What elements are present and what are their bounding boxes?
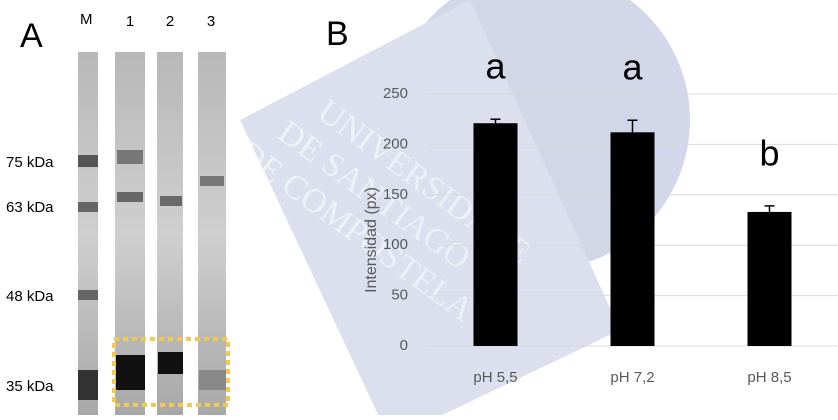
x-tick-label: pH 7,2 [610,369,654,386]
marker-label: 35 kDa [6,378,54,395]
band [78,155,98,167]
panel-label: A [20,17,43,55]
y-tick-label: 50 [391,287,408,304]
band [78,290,98,300]
band [199,370,226,390]
marker-label: 75 kDa [6,154,54,171]
band [200,176,224,186]
lane [115,52,145,415]
band [78,202,98,212]
marker-label: 48 kDa [6,288,54,305]
band [116,355,145,390]
band [160,196,182,206]
highlight-box [112,337,230,407]
y-tick-label: 250 [383,85,408,102]
lane-label: M [80,11,93,28]
band [117,192,143,202]
bar [473,123,518,347]
marker-label: 63 kDa [6,199,54,216]
y-tick-label: 100 [383,236,408,253]
lane-label: 2 [166,13,174,30]
y-tick-label: 150 [383,186,408,203]
annotation: b [759,132,779,173]
band [117,150,143,164]
y-tick-label: 200 [383,135,408,152]
gel [78,52,230,415]
bar [747,211,792,346]
lane [198,52,226,415]
lane [78,52,98,415]
lane-label: 3 [207,13,215,30]
watermark-shape [240,0,620,420]
plot: 0 50 100 150 200 250 pH 5,5 a pH 7,2 a pH 8,5 b [383,46,838,386]
band [158,352,183,374]
bar [610,132,655,346]
y-tick-label: 0 [400,337,408,354]
band [78,370,98,400]
panel-label: B [326,15,349,53]
x-tick-label: pH 5,5 [473,369,517,386]
lane-label: 1 [126,13,134,30]
annotation: a [485,46,506,87]
annotation: a [622,47,643,88]
x-tick-label: pH 8,5 [747,369,791,386]
y-axis-label: Intensidad (px) [363,187,380,293]
